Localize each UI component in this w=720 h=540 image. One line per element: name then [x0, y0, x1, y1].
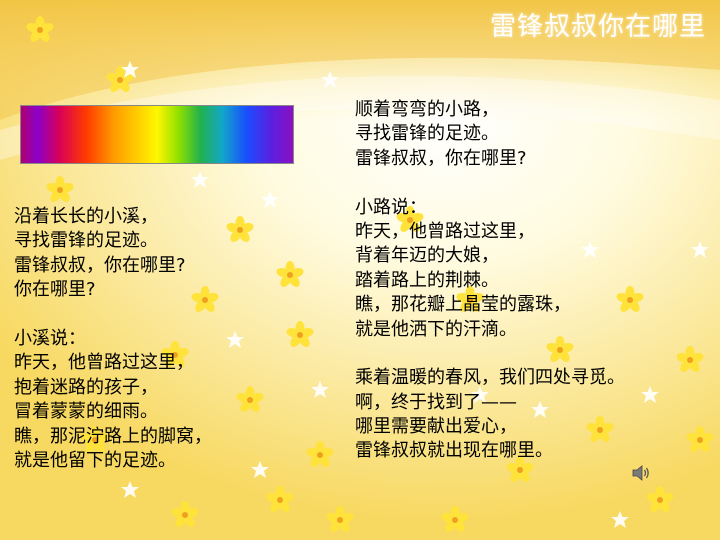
poem-line: 寻找雷锋的足迹。 [355, 123, 499, 145]
page-title: 雷锋叔叔你在哪里 [489, 12, 706, 42]
poem-line: 昨天，他曾路过这里， [14, 352, 194, 374]
poem-line: 抱着迷路的孩子， [14, 376, 158, 398]
poem-line: 小溪说： [14, 327, 86, 349]
poem-right-column: 顺着弯弯的小路， 寻找雷锋的足迹。 雷锋叔叔，你在哪里? 小路说： 昨天，他曾路… [355, 98, 625, 464]
poem-line: 小路说： [355, 196, 427, 218]
poem-line: 踏着路上的荆棘。 [355, 269, 499, 291]
poem-line: 寻找雷锋的足迹。 [14, 230, 158, 252]
poem-line: 雷锋叔叔就出现在哪里。 [355, 440, 553, 462]
poem-line: 就是他留下的足迹。 [14, 449, 176, 471]
poem-line: 雷锋叔叔，你在哪里? [355, 147, 527, 169]
poem-line: 瞧，那泥泞路上的脚窝， [14, 425, 212, 447]
poem-line: 你在哪里? [14, 279, 96, 301]
poem-line: 顺着弯弯的小路， [355, 99, 499, 120]
poem-line: 啊，终于找到了—— [355, 391, 517, 413]
speaker-icon[interactable] [631, 464, 651, 482]
poem-line: 昨天，他曾路过这里， [355, 220, 535, 242]
poem-line [355, 342, 625, 366]
poem-line: 沿着长长的小溪， [14, 206, 158, 227]
poem-line: 乘着温暖的春风，我们四处寻觅。 [355, 367, 625, 389]
poem-line: 冒着蒙蒙的细雨。 [14, 401, 158, 423]
poem-line: 就是他洒下的汗滴。 [355, 318, 517, 340]
poem-line [355, 171, 625, 195]
poem-line: 哪里需要献出爱心， [355, 416, 517, 438]
poem-line: 雷锋叔叔，你在哪里? [14, 254, 186, 276]
poem-line: 瞧，那花瓣上晶莹的露珠， [355, 294, 571, 316]
poem-line [14, 303, 212, 327]
rainbow-banner [20, 105, 294, 164]
poem-left-column: 沿着长长的小溪， 寻找雷锋的足迹。 雷锋叔叔，你在哪里? 你在哪里? 小溪说： … [14, 205, 212, 473]
poem-line: 背着年迈的大娘， [355, 245, 499, 267]
